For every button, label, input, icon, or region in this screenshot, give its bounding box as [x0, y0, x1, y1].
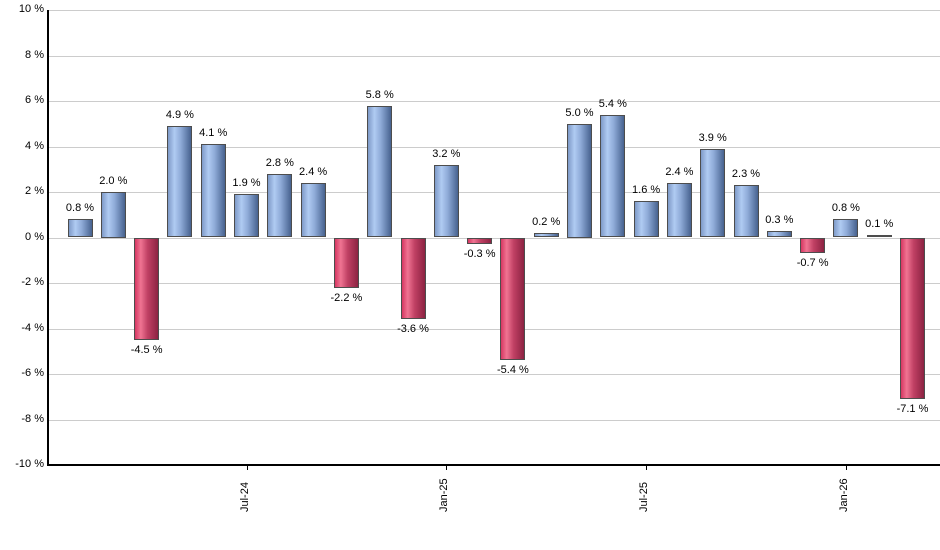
y-tick-label: 4 % — [25, 139, 44, 152]
positive-bar — [300, 182, 326, 238]
positive-bar — [866, 235, 892, 238]
bar-value-label: 5.4 % — [598, 97, 627, 110]
gridline — [48, 328, 940, 330]
x-tick-label: Jul-25 — [638, 482, 651, 512]
y-tick-label: -6 % — [21, 367, 44, 379]
positive-bar — [567, 123, 592, 238]
bar-value-label: 0.8 % — [65, 202, 95, 215]
bar-value-label: -3.6 % — [397, 323, 429, 336]
negative-bar — [134, 237, 160, 340]
positive-bar — [700, 148, 726, 238]
bar-value-label: 0.2 % — [532, 215, 561, 228]
bar-value-label: -4.5 % — [130, 343, 163, 356]
y-tick-label: 6 % — [25, 94, 44, 106]
x-axis-tick — [446, 465, 448, 470]
positive-bar — [600, 114, 626, 238]
bar-value-label: 5.8 % — [365, 88, 394, 101]
gridline — [48, 419, 940, 421]
x-tick-label: Jul-24 — [238, 482, 251, 512]
positive-bar — [666, 182, 692, 238]
gridline — [48, 283, 940, 284]
bar-value-label: 3.2 % — [432, 147, 461, 160]
gridline — [48, 192, 940, 193]
positive-bar — [633, 201, 659, 238]
bar-value-label: 3.9 % — [698, 131, 727, 144]
bar-value-label: 2.4 % — [665, 165, 694, 178]
bar-value-label: 0.8 % — [831, 202, 860, 215]
positive-bar — [367, 105, 393, 238]
positive-bar — [533, 232, 559, 238]
bar-value-label: 0.1 % — [865, 218, 894, 231]
positive-bar — [67, 219, 93, 238]
x-tick-label: Jan-26 — [837, 478, 850, 512]
negative-bar — [467, 237, 493, 245]
y-tick-label: -10 % — [15, 458, 44, 470]
bar-value-label: 2.0 % — [99, 175, 128, 187]
y-tick-label: 0 % — [25, 230, 44, 243]
x-axis-tick — [845, 465, 847, 470]
y-tick-label: -2 % — [21, 276, 44, 288]
gridline — [48, 10, 940, 11]
y-axis-line — [47, 10, 49, 465]
negative-bar — [800, 237, 826, 254]
positive-bar — [100, 192, 126, 238]
bar-value-label: 4.9 % — [165, 109, 194, 122]
y-tick-label: -4 % — [21, 321, 44, 334]
bar-value-label: -2.2 % — [330, 291, 363, 304]
bar-value-label: -0.3 % — [463, 248, 496, 261]
bar-value-label: -7.1 % — [896, 403, 929, 416]
x-axis-line — [47, 464, 940, 466]
bar-value-label: 1.6 % — [632, 184, 661, 197]
x-axis-tick — [246, 465, 248, 470]
positive-bar — [234, 194, 259, 238]
y-tick-label: -8 % — [21, 412, 44, 425]
bar-value-label: 2.8 % — [265, 156, 294, 169]
gridline — [48, 101, 940, 102]
x-axis-tick — [646, 465, 648, 470]
x-tick-label: Jan-25 — [438, 478, 451, 512]
bar-value-label: 2.3 % — [731, 168, 761, 181]
positive-bar — [167, 126, 193, 238]
bar-value-label: -0.7 % — [796, 257, 829, 270]
positive-bar — [200, 144, 226, 238]
bar-value-label: 4.1 % — [199, 127, 228, 140]
bar-value-label: 5.0 % — [565, 106, 594, 119]
bar-value-label: 1.9 % — [232, 177, 261, 190]
negative-bar — [500, 237, 526, 361]
y-tick-label: 10 % — [18, 3, 44, 15]
gridline — [48, 55, 940, 57]
negative-bar — [333, 237, 359, 288]
bar-value-label: 0.3 % — [765, 213, 794, 226]
positive-bar — [433, 164, 459, 238]
negative-bar — [900, 237, 925, 400]
positive-bar — [733, 185, 759, 238]
positive-bar — [267, 173, 293, 238]
y-tick-label: 2 % — [25, 185, 44, 197]
bar-value-label: -5.4 % — [496, 364, 529, 377]
positive-bar — [766, 230, 792, 238]
gridline — [48, 237, 940, 239]
positive-bar — [833, 219, 859, 238]
gridline — [48, 374, 940, 375]
y-tick-label: 8 % — [25, 48, 44, 61]
gridline — [48, 146, 940, 148]
negative-bar — [400, 237, 426, 320]
bar-value-label: 2.4 % — [299, 165, 328, 178]
